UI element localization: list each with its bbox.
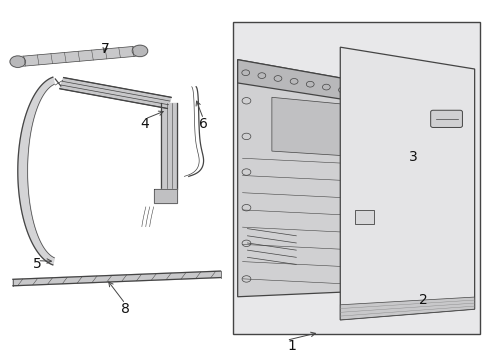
Bar xyxy=(233,22,480,334)
Polygon shape xyxy=(272,97,384,158)
Polygon shape xyxy=(340,297,475,320)
Polygon shape xyxy=(13,271,220,286)
Text: 4: 4 xyxy=(141,117,149,131)
Text: 3: 3 xyxy=(409,150,418,164)
Polygon shape xyxy=(154,189,177,203)
Text: 8: 8 xyxy=(121,302,130,316)
Polygon shape xyxy=(60,78,171,108)
Polygon shape xyxy=(238,60,399,108)
Text: 2: 2 xyxy=(419,293,428,307)
Circle shape xyxy=(132,45,148,57)
Text: 5: 5 xyxy=(33,257,42,271)
FancyBboxPatch shape xyxy=(431,110,463,127)
Text: 6: 6 xyxy=(199,117,208,131)
Polygon shape xyxy=(340,47,475,320)
Circle shape xyxy=(10,56,25,67)
Text: 1: 1 xyxy=(287,339,296,353)
Polygon shape xyxy=(18,77,54,265)
Polygon shape xyxy=(17,46,141,67)
Polygon shape xyxy=(161,103,177,189)
Polygon shape xyxy=(238,60,399,297)
Text: 7: 7 xyxy=(101,42,110,56)
Bar xyxy=(355,210,374,224)
